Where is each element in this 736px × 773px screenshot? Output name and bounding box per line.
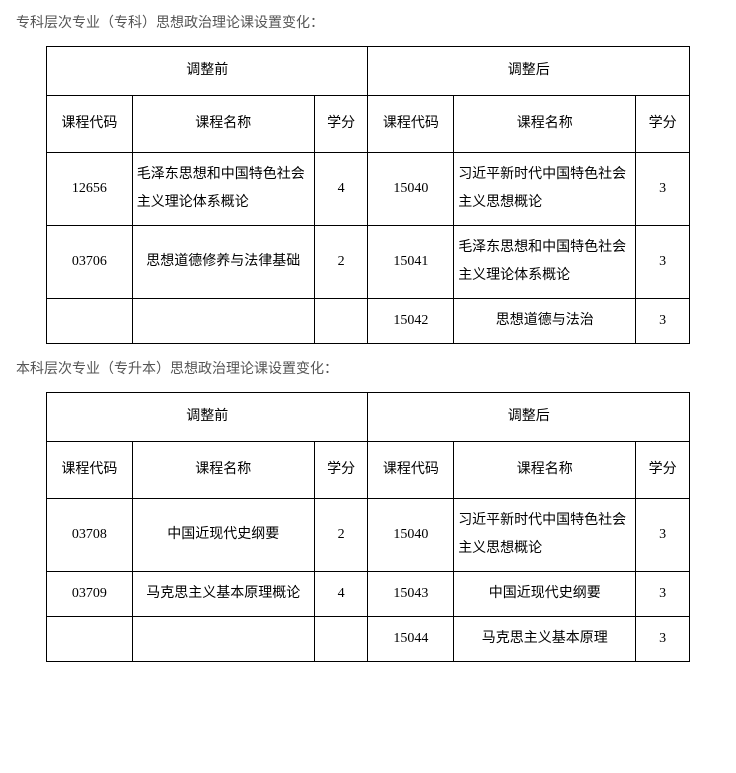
cell-text: 毛泽东思想和中国特色社会主义理论体系概论 [458,234,631,290]
cell-name-after: 马克思主义基本原理 [454,617,636,662]
cell-credit-after: 3 [636,572,690,617]
cell-code-before: 03708 [47,499,133,572]
col-header: 学分 [314,96,368,153]
cell-text: 马克思主义基本原理概论 [146,580,300,608]
course-table-1: 调整前 调整后 课程代码 课程名称 学分 课程代码 课程名称 学分 12656 … [46,46,690,344]
cell-text: 思想道德与法治 [496,307,594,335]
table-row: 课程代码 课程名称 学分 课程代码 课程名称 学分 [47,96,690,153]
col-header: 学分 [314,442,368,499]
col-header: 学分 [636,96,690,153]
cell-name-before: 中国近现代史纲要 [132,499,314,572]
table-row: 12656 毛泽东思想和中国特色社会主义理论体系概论 4 15040 习近平新时… [47,153,690,226]
cell-code-before [47,617,133,662]
section-title-1: 专科层次专业（专科）思想政治理论课设置变化： [16,10,720,38]
cell-credit-before: 2 [314,226,368,299]
col-header: 课程名称 [454,442,636,499]
col-header: 课程名称 [132,442,314,499]
table-wrap-2: 调整前 调整后 课程代码 课程名称 学分 课程代码 课程名称 学分 03708 … [16,392,720,662]
cell-code-before: 03709 [47,572,133,617]
col-header: 课程名称 [132,96,314,153]
header-before: 调整前 [47,393,368,442]
cell-name-after: 习近平新时代中国特色社会主义思想概论 [454,499,636,572]
cell-code-after: 15043 [368,572,454,617]
col-header: 课程代码 [368,96,454,153]
cell-credit-before: 2 [314,499,368,572]
col-header: 课程代码 [47,96,133,153]
cell-name-before: 马克思主义基本原理概论 [132,572,314,617]
cell-text: 马克思主义基本原理 [482,625,608,653]
cell-text: 思想道德修养与法律基础 [146,248,300,276]
table-row: 03708 中国近现代史纲要 2 15040 习近平新时代中国特色社会主义思想概… [47,499,690,572]
cell-code-after: 15041 [368,226,454,299]
cell-code-after: 15040 [368,499,454,572]
table-row: 课程代码 课程名称 学分 课程代码 课程名称 学分 [47,442,690,499]
cell-credit-after: 3 [636,226,690,299]
cell-text: 习近平新时代中国特色社会主义思想概论 [458,507,631,563]
cell-credit-before: 4 [314,572,368,617]
table-row: 03709 马克思主义基本原理概论 4 15043 中国近现代史纲要 3 [47,572,690,617]
col-header: 课程代码 [368,442,454,499]
cell-name-after: 思想道德与法治 [454,299,636,344]
cell-name-before [132,617,314,662]
cell-credit-after: 3 [636,299,690,344]
cell-credit-after: 3 [636,153,690,226]
cell-text: 毛泽东思想和中国特色社会主义理论体系概论 [137,161,310,217]
section-title-2: 本科层次专业（专升本）思想政治理论课设置变化： [16,356,720,384]
header-after: 调整后 [368,393,690,442]
cell-code-after: 15040 [368,153,454,226]
col-header: 课程代码 [47,442,133,499]
cell-code-after: 15042 [368,299,454,344]
cell-name-after: 中国近现代史纲要 [454,572,636,617]
cell-text: 习近平新时代中国特色社会主义思想概论 [458,161,631,217]
cell-name-after: 毛泽东思想和中国特色社会主义理论体系概论 [454,226,636,299]
cell-credit-after: 3 [636,499,690,572]
cell-credit-after: 3 [636,617,690,662]
cell-code-before [47,299,133,344]
cell-name-after: 习近平新时代中国特色社会主义思想概论 [454,153,636,226]
table-row: 03706 思想道德修养与法律基础 2 15041 毛泽东思想和中国特色社会主义… [47,226,690,299]
cell-credit-before [314,617,368,662]
course-table-2: 调整前 调整后 课程代码 课程名称 学分 课程代码 课程名称 学分 03708 … [46,392,690,662]
header-after: 调整后 [368,47,690,96]
cell-code-after: 15044 [368,617,454,662]
table-row: 调整前 调整后 [47,393,690,442]
cell-name-before [132,299,314,344]
cell-code-before: 12656 [47,153,133,226]
cell-name-before: 毛泽东思想和中国特色社会主义理论体系概论 [132,153,314,226]
table-wrap-1: 调整前 调整后 课程代码 课程名称 学分 课程代码 课程名称 学分 12656 … [16,46,720,344]
cell-text: 中国近现代史纲要 [167,521,279,549]
cell-credit-before [314,299,368,344]
table-row: 15044 马克思主义基本原理 3 [47,617,690,662]
cell-name-before: 思想道德修养与法律基础 [132,226,314,299]
table-row: 15042 思想道德与法治 3 [47,299,690,344]
header-before: 调整前 [47,47,368,96]
col-header: 课程名称 [454,96,636,153]
cell-credit-before: 4 [314,153,368,226]
cell-code-before: 03706 [47,226,133,299]
table-row: 调整前 调整后 [47,47,690,96]
cell-text: 中国近现代史纲要 [489,580,601,608]
col-header: 学分 [636,442,690,499]
